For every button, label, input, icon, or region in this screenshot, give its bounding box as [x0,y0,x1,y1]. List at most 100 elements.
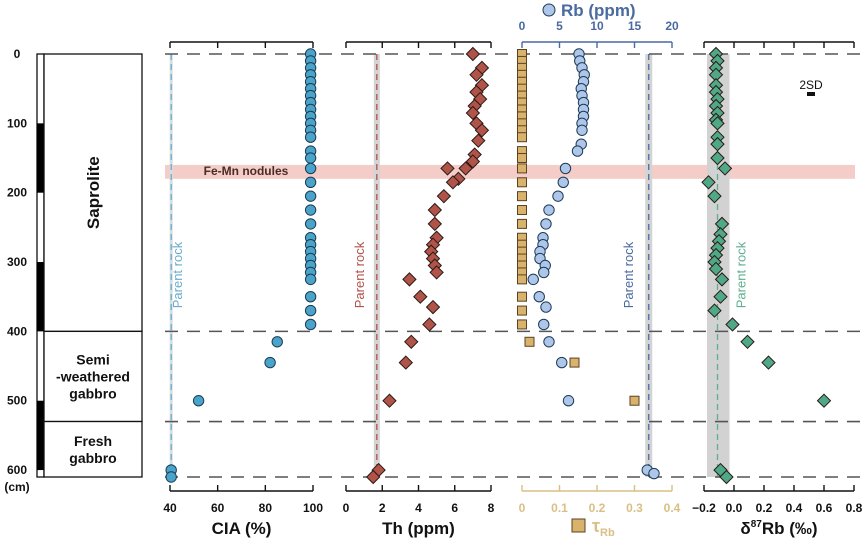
depth-tick-label: 300 [7,255,27,269]
th-top-axis [345,41,492,48]
tau-rb-point [517,218,527,229]
tau-rb-subscript: Rb [600,527,615,539]
d87rb-bottom-axis-tick-label: 0.8 [846,501,863,515]
tau-rb-point [517,163,527,174]
cia-point [304,318,317,331]
rb-legend-marker [542,3,556,17]
rb-point [538,318,550,331]
th-point [427,202,443,218]
th-point [445,175,461,190]
axes-layer: 40 60 80 100 0 2 4 6 8 0 0.1 0.2 0.3 0.40 5 10 15 20−0.2 0… [163,19,862,515]
tau-rb-bottom-axis-tick-label: 0.1 [551,501,568,515]
profile-unit-box [43,53,143,333]
lithology-black-interval [37,400,44,471]
tau-rb-legend-marker [571,518,586,533]
parent-rock-label: Parent rock [734,241,749,308]
th-point [402,272,417,287]
th-point [429,265,444,280]
d87rb-bottom-axis-tick-label: 0.2 [756,501,773,515]
rb-top-axis-tick-label: 0 [519,19,526,33]
rb-axis-title: Rb (ppm) [561,1,636,20]
rb-point [556,356,568,369]
tau-rb-bottom-axis-tick-label: 0.3 [626,501,643,515]
tau-rb-axis-title: τRb [592,516,615,539]
rb-point [540,301,552,313]
tau-rb-point [517,274,527,285]
labels-layer: Fe-Mn nodules 2SD Parent rock CIA (%) Pare… [170,1,823,539]
tau-rb-point [517,205,527,216]
cia-point [304,291,317,303]
cia-top-axis [169,41,314,48]
tau-rb-bottom-axis: 0 0.1 0.2 0.3 0.4 [519,485,681,515]
d87rb-point [816,393,832,408]
d87rb-bottom-axis-tick-label: 0.0 [726,501,743,515]
rb-point [562,395,575,407]
rb-point [552,190,564,202]
th-point [404,334,419,349]
rb-point [576,124,588,136]
d87rb-bottom-axis-tick-label: −0.2 [692,501,716,515]
d87rb-point [714,272,730,287]
tau-rb-point [517,291,527,302]
th-point [365,469,381,485]
cia-point [304,304,317,317]
profile-unit-label: gabbro [69,385,116,401]
error-bar-2sd [807,92,815,96]
d87rb-point [707,303,722,318]
d87rb-point [710,116,725,131]
d87rb-point [708,261,724,277]
d87rb-point [719,469,734,485]
tau-rb-point [517,191,527,202]
cia-point [304,218,317,230]
d87rb-bottom-axis-tick-label: 0.6 [816,501,833,515]
profile-unit-label: gabbro [69,450,116,466]
d87rb-point [761,355,776,370]
th-point [436,188,452,204]
profile-column: SaproliteSemi-weatheredgabbroFreshgabbro… [4,47,143,494]
depth-tick-label: 600 [7,463,27,477]
parent-rock-layer [169,54,730,477]
th-axis-title: Th (ppm) [382,519,455,538]
tau-rb-point [524,336,535,347]
profile-unit-label: Saprolite [84,156,103,229]
rb-top-axis: 0 5 10 15 20 [519,19,679,48]
rb-point [559,162,572,175]
th-point [458,161,473,176]
depth-tick-label: 500 [7,394,27,408]
lithology-black-interval [37,123,44,193]
points-layer [165,46,832,485]
profile-unit-box [43,420,143,478]
fe-mn-nodules-label: Fe-Mn nodules [204,164,289,178]
th-point [471,133,486,148]
horizon-lines-layer [165,53,862,478]
d87rb-point [710,150,725,166]
tau-rb-bottom-axis-tick-label: 0.2 [589,501,606,515]
cia-bottom-axis-tick-label: 80 [259,501,273,515]
rb-top-axis-tick-label: 10 [590,19,604,33]
tau-rb-point [569,357,580,368]
d87rb-axis-title: δ87Rb (‰) [740,519,817,538]
th-point [474,123,490,138]
d87rb-point [714,216,730,232]
th-bottom-axis: 0 2 4 6 8 [343,485,495,515]
th-bottom-axis-tick-label: 6 [451,501,458,515]
lithology-black-interval [37,262,44,332]
rb-point [557,176,569,188]
d87rb-point [708,67,724,83]
th-point [382,393,397,408]
d87rb-point [701,175,716,190]
cia-point [304,204,317,216]
th-point [465,154,481,169]
th-bottom-axis-tick-label: 8 [488,501,495,515]
depth-tick-label: 100 [7,116,27,130]
depth-tick-label: 200 [7,186,27,200]
d87rb-point [740,334,755,349]
depth-tick-label: 400 [7,324,27,338]
d87rb-point [707,188,722,204]
cia-point [165,471,177,483]
th-point [425,299,441,315]
th-point [465,105,481,121]
th-point [413,289,428,304]
d87rb-point [717,161,733,176]
